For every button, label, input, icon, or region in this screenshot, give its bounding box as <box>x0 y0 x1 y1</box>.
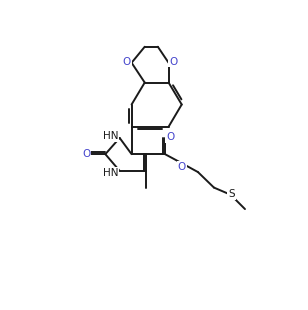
Text: HN: HN <box>103 168 119 178</box>
Text: O: O <box>166 132 174 142</box>
Text: O: O <box>169 56 177 67</box>
Text: O: O <box>178 162 186 172</box>
Text: HN: HN <box>103 131 119 141</box>
Text: S: S <box>228 189 235 199</box>
Text: O: O <box>82 149 90 159</box>
Text: O: O <box>123 56 131 67</box>
